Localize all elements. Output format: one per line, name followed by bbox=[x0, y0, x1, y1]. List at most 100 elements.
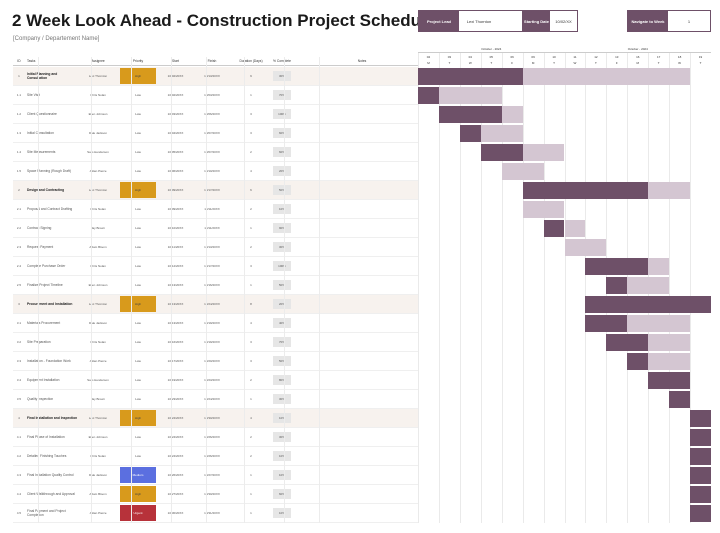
priority-badge[interactable]: High bbox=[120, 67, 156, 85]
task-row[interactable]: 3.2 Site Preparation Chris Nolan Low 10/16/2… bbox=[13, 333, 418, 352]
gantt-bar-remaining[interactable] bbox=[627, 277, 670, 294]
phase-row[interactable]: 1 Initial Planning and Consultation Lexi T… bbox=[13, 67, 418, 86]
cell-notes[interactable] bbox=[306, 466, 418, 484]
task-row[interactable]: 3.3 Installation - Foundation Work Julian … bbox=[13, 352, 418, 371]
cell-notes[interactable] bbox=[306, 485, 418, 503]
gantt-bar-complete[interactable] bbox=[606, 277, 628, 294]
cell-notes[interactable] bbox=[306, 162, 418, 180]
project-lead-field[interactable]: Project Lead Lexi Thornton bbox=[418, 10, 578, 32]
task-row[interactable]: 1.1 Site Visit Chris Nolan Low 10/02/20XX 10/… bbox=[13, 86, 418, 105]
gantt-bar-complete[interactable] bbox=[543, 220, 565, 237]
priority-badge[interactable]: Low bbox=[135, 378, 141, 382]
cell-notes[interactable] bbox=[306, 67, 418, 85]
gantt-bar-complete[interactable] bbox=[669, 391, 691, 408]
gantt-bar-remaining[interactable] bbox=[522, 201, 565, 218]
task-row[interactable]: 3.1 Materials Procurement Dale Jackson Low 1… bbox=[13, 314, 418, 333]
phase-row[interactable]: 3 Procurement and Installation Lexi Thornt… bbox=[13, 295, 418, 314]
gantt-bar-complete[interactable] bbox=[690, 467, 711, 484]
priority-badge[interactable]: Low bbox=[135, 397, 141, 401]
gantt-bar-complete[interactable] bbox=[690, 429, 711, 446]
cell-notes[interactable] bbox=[306, 504, 418, 522]
navigate-week-value[interactable]: 1 bbox=[668, 11, 710, 31]
cell-notes[interactable] bbox=[306, 447, 418, 465]
cell-notes[interactable] bbox=[306, 143, 418, 161]
task-row[interactable]: 2.2 Contract Signing Jay Brown Low 10/10/20X… bbox=[13, 219, 418, 238]
priority-badge[interactable]: Low bbox=[135, 207, 141, 211]
task-row[interactable]: 3.4 Equipment Installation Sam Henderson Lo… bbox=[13, 371, 418, 390]
gantt-bar-remaining[interactable] bbox=[648, 334, 691, 351]
priority-badge[interactable]: High bbox=[120, 485, 156, 503]
gantt-bar-complete[interactable] bbox=[690, 486, 711, 503]
starting-date-value[interactable]: 10/02/XX bbox=[550, 11, 577, 31]
gantt-bar-remaining[interactable] bbox=[480, 125, 523, 142]
priority-badge[interactable]: Low bbox=[135, 112, 141, 116]
gantt-bar-complete[interactable] bbox=[606, 334, 649, 351]
gantt-bar-complete[interactable] bbox=[480, 144, 523, 161]
cell-notes[interactable] bbox=[306, 276, 418, 294]
gantt-bar-remaining[interactable] bbox=[564, 220, 586, 237]
cell-notes[interactable] bbox=[306, 238, 418, 256]
gantt-bar-complete[interactable] bbox=[459, 125, 481, 142]
cell-notes[interactable] bbox=[306, 314, 418, 332]
gantt-bar-complete[interactable] bbox=[418, 68, 523, 85]
priority-badge[interactable]: Low bbox=[135, 169, 141, 173]
task-row[interactable]: 1.5 Space Planning (Rough Draft) Julian Pi… bbox=[13, 162, 418, 181]
task-row[interactable]: 1.3 Initial Consultation Dale Jackson Low 10… bbox=[13, 124, 418, 143]
gantt-bar-remaining[interactable] bbox=[564, 239, 607, 256]
gantt-bar-complete[interactable] bbox=[690, 410, 711, 427]
cell-notes[interactable] bbox=[306, 200, 418, 218]
cell-notes[interactable] bbox=[306, 333, 418, 351]
priority-badge[interactable]: High bbox=[120, 409, 156, 427]
cell-notes[interactable] bbox=[306, 124, 418, 142]
gantt-bar-remaining[interactable] bbox=[648, 258, 670, 275]
gantt-bar-complete[interactable] bbox=[438, 106, 502, 123]
gantt-bar-complete[interactable] bbox=[585, 258, 649, 275]
gantt-bar-complete[interactable] bbox=[585, 296, 711, 313]
priority-badge[interactable]: Low bbox=[135, 340, 141, 344]
task-row[interactable]: 4.2 Detailed Finishing Touches Chris Nolan… bbox=[13, 447, 418, 466]
task-row[interactable]: 2.3 Request Payment Adam Bloom Low 10/11/20X… bbox=[13, 238, 418, 257]
gantt-bar-complete[interactable] bbox=[418, 87, 439, 104]
gantt-bar-remaining[interactable] bbox=[648, 182, 691, 199]
gantt-bar-complete[interactable] bbox=[627, 353, 649, 370]
navigate-week-field[interactable]: Navigate to Week 1 bbox=[627, 10, 711, 32]
cell-notes[interactable] bbox=[306, 409, 418, 427]
priority-badge[interactable]: Low bbox=[135, 264, 141, 268]
gantt-bar-complete[interactable] bbox=[690, 448, 711, 465]
priority-badge[interactable]: Low bbox=[135, 131, 141, 135]
priority-badge[interactable]: Low bbox=[135, 435, 141, 439]
cell-notes[interactable] bbox=[306, 428, 418, 446]
priority-badge[interactable]: Low bbox=[135, 454, 141, 458]
task-row[interactable]: 4.5 Final Payment and Project Completion J… bbox=[13, 504, 418, 523]
phase-row[interactable]: 2 Design and Contracting Lexi Thornton High… bbox=[13, 181, 418, 200]
cell-notes[interactable] bbox=[306, 219, 418, 237]
gantt-bar-remaining[interactable] bbox=[438, 87, 502, 104]
gantt-bar-remaining[interactable] bbox=[627, 315, 691, 332]
task-row[interactable]: 2.1 Proposal and Contract Drafting Chris N… bbox=[13, 200, 418, 219]
cell-notes[interactable] bbox=[306, 390, 418, 408]
task-row[interactable]: 2.4 Complete Purchase Order Chris Nolan Low… bbox=[13, 257, 418, 276]
task-row[interactable]: 4.3 Final Installation Quality Control Dal… bbox=[13, 466, 418, 485]
task-row[interactable]: 3.5 Quality Inspection Jay Brown Low 10/23/2… bbox=[13, 390, 418, 409]
priority-badge[interactable]: Medium bbox=[120, 466, 156, 484]
priority-badge[interactable]: Low bbox=[135, 283, 141, 287]
cell-notes[interactable] bbox=[306, 371, 418, 389]
task-row[interactable]: 4.4 Client Walkthrough and Approval Adam B… bbox=[13, 485, 418, 504]
cell-notes[interactable] bbox=[306, 257, 418, 275]
gantt-bar-remaining[interactable] bbox=[648, 353, 691, 370]
cell-notes[interactable] bbox=[306, 352, 418, 370]
gantt-bar-complete[interactable] bbox=[690, 505, 711, 522]
priority-badge[interactable]: Low bbox=[135, 150, 141, 154]
task-row[interactable]: 1.2 Client Questionnaire Ellen Johnson Low 1… bbox=[13, 105, 418, 124]
gantt-bar-remaining[interactable] bbox=[522, 144, 565, 161]
gantt-bar-remaining[interactable] bbox=[522, 68, 691, 85]
priority-badge[interactable]: High bbox=[120, 181, 156, 199]
phase-row[interactable]: 4 Final Installation and Inspection Lexi T… bbox=[13, 409, 418, 428]
task-row[interactable]: 1.4 Site Measurements Sam Henderson Low 10/0… bbox=[13, 143, 418, 162]
priority-badge[interactable]: Low bbox=[135, 245, 141, 249]
cell-notes[interactable] bbox=[306, 181, 418, 199]
gantt-bar-complete[interactable] bbox=[648, 372, 691, 389]
priority-badge[interactable]: Low bbox=[135, 226, 141, 230]
project-lead-value[interactable]: Lexi Thornton bbox=[459, 11, 499, 31]
gantt-bar-complete[interactable] bbox=[585, 315, 628, 332]
